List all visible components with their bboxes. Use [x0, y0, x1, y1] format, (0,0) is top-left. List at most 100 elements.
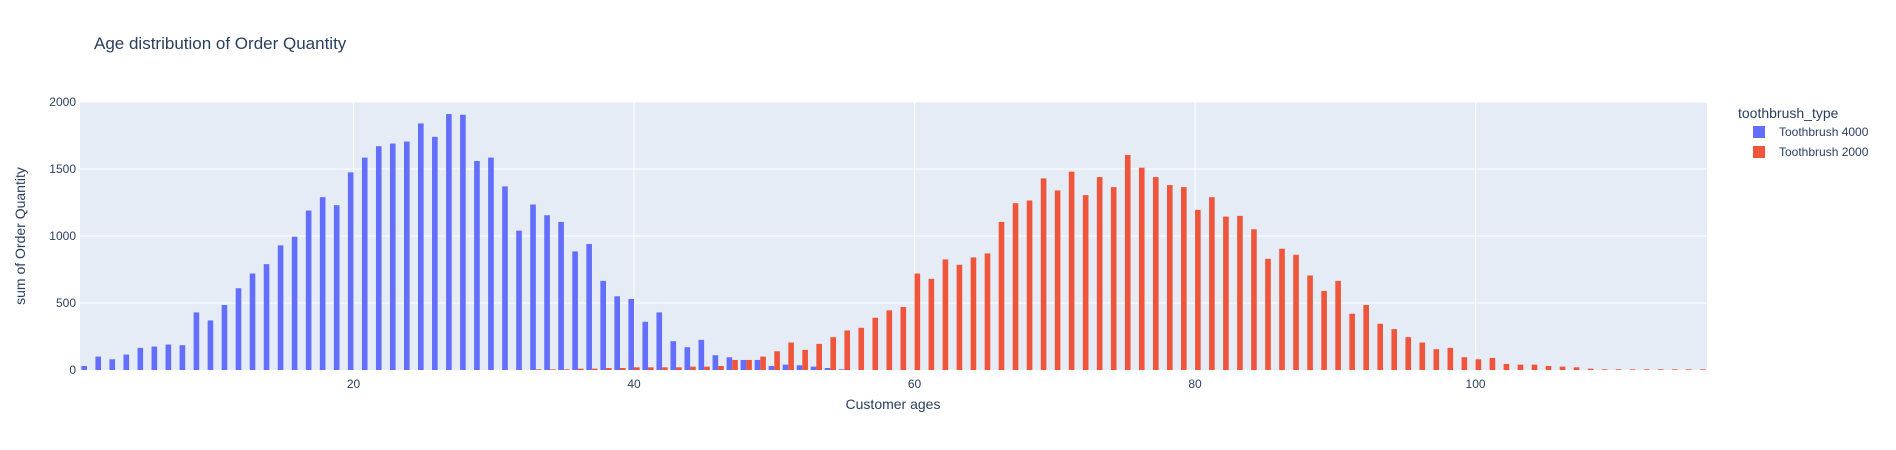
bar-toothbrush-4000[interactable]	[810, 366, 817, 370]
bar-toothbrush-4000[interactable]	[614, 296, 620, 370]
bar-toothbrush-2000[interactable]	[970, 257, 977, 370]
bar-toothbrush-2000[interactable]	[1195, 209, 1201, 370]
bar-toothbrush-2000[interactable]	[605, 367, 612, 370]
bar-toothbrush-2000[interactable]	[1657, 369, 1664, 370]
bar-toothbrush-2000[interactable]	[1517, 364, 1524, 370]
bar-toothbrush-4000[interactable]	[263, 264, 270, 370]
bar-toothbrush-4000[interactable]	[249, 273, 256, 370]
bar-toothbrush-4000[interactable]	[361, 157, 368, 370]
bar-toothbrush-2000[interactable]	[1349, 313, 1355, 370]
bar-toothbrush-4000[interactable]	[726, 357, 733, 370]
bar-toothbrush-2000[interactable]	[1335, 280, 1341, 370]
bar-toothbrush-2000[interactable]	[844, 330, 851, 370]
bar-toothbrush-2000[interactable]	[1377, 323, 1383, 370]
bar-toothbrush-2000[interactable]	[1629, 369, 1636, 370]
bar-toothbrush-4000[interactable]	[488, 157, 494, 370]
bar-toothbrush-4000[interactable]	[375, 146, 382, 370]
bar-toothbrush-4000[interactable]	[754, 359, 761, 370]
bar-toothbrush-4000[interactable]	[460, 114, 466, 370]
bar-toothbrush-2000[interactable]	[718, 365, 724, 370]
bar-toothbrush-2000[interactable]	[1096, 177, 1103, 370]
bar-toothbrush-4000[interactable]	[81, 365, 88, 370]
bar-toothbrush-4000[interactable]	[782, 364, 789, 370]
bar-toothbrush-4000[interactable]	[670, 341, 677, 370]
bar-toothbrush-2000[interactable]	[1601, 369, 1608, 370]
bar-toothbrush-4000[interactable]	[558, 221, 564, 370]
bar-toothbrush-2000[interactable]	[1251, 229, 1257, 370]
bar-toothbrush-4000[interactable]	[95, 356, 102, 370]
bar-toothbrush-4000[interactable]	[474, 160, 480, 370]
bar-toothbrush-2000[interactable]	[900, 307, 907, 370]
bar-toothbrush-2000[interactable]	[1082, 195, 1089, 370]
bar-toothbrush-4000[interactable]	[796, 365, 803, 370]
bar-toothbrush-4000[interactable]	[432, 136, 438, 370]
bar-toothbrush-4000[interactable]	[824, 367, 831, 370]
bar-toothbrush-4000[interactable]	[516, 230, 522, 370]
bar-toothbrush-4000[interactable]	[530, 204, 536, 370]
bar-toothbrush-2000[interactable]	[872, 317, 879, 370]
bar-toothbrush-2000[interactable]	[1237, 215, 1243, 370]
bar-toothbrush-4000[interactable]	[544, 215, 550, 370]
bar-toothbrush-2000[interactable]	[942, 259, 949, 370]
bar-toothbrush-2000[interactable]	[1040, 178, 1047, 370]
bar-toothbrush-2000[interactable]	[1054, 190, 1061, 370]
bar-toothbrush-4000[interactable]	[572, 251, 578, 370]
bar-toothbrush-2000[interactable]	[648, 367, 654, 370]
bar-toothbrush-2000[interactable]	[662, 367, 668, 370]
bar-toothbrush-2000[interactable]	[535, 369, 542, 370]
bar-toothbrush-4000[interactable]	[684, 347, 691, 370]
bar-toothbrush-4000[interactable]	[768, 365, 775, 370]
bar-toothbrush-4000[interactable]	[418, 123, 424, 370]
bar-toothbrush-4000[interactable]	[109, 359, 116, 370]
bar-toothbrush-2000[interactable]	[1419, 342, 1426, 370]
bar-toothbrush-4000[interactable]	[389, 143, 396, 370]
bar-toothbrush-2000[interactable]	[1447, 347, 1454, 370]
bar-toothbrush-2000[interactable]	[1391, 329, 1398, 370]
bar-toothbrush-2000[interactable]	[591, 368, 598, 370]
bar-toothbrush-2000[interactable]	[1559, 366, 1566, 370]
bar-toothbrush-2000[interactable]	[1167, 185, 1173, 370]
bar-toothbrush-2000[interactable]	[1363, 305, 1369, 370]
bar-toothbrush-2000[interactable]	[1321, 290, 1327, 370]
bar-toothbrush-2000[interactable]	[563, 369, 570, 370]
bar-toothbrush-2000[interactable]	[1503, 363, 1510, 370]
bar-toothbrush-2000[interactable]	[1181, 187, 1187, 370]
bar-toothbrush-2000[interactable]	[1573, 367, 1580, 370]
bar-toothbrush-2000[interactable]	[1475, 359, 1482, 370]
bar-toothbrush-2000[interactable]	[760, 356, 766, 370]
bar-toothbrush-2000[interactable]	[928, 278, 935, 370]
bar-toothbrush-4000[interactable]	[123, 354, 130, 370]
bar-toothbrush-4000[interactable]	[333, 205, 340, 370]
bar-toothbrush-4000[interactable]	[642, 321, 649, 370]
bar-toothbrush-4000[interactable]	[347, 172, 354, 370]
bar-toothbrush-2000[interactable]	[1265, 258, 1271, 370]
bar-toothbrush-4000[interactable]	[319, 197, 326, 370]
legend-label-toothbrush-4000[interactable]: Toothbrush 4000	[1779, 125, 1869, 139]
bar-toothbrush-2000[interactable]	[1405, 337, 1412, 370]
bar-toothbrush-2000[interactable]	[1685, 369, 1692, 370]
bar-toothbrush-2000[interactable]	[1124, 154, 1131, 370]
bar-toothbrush-4000[interactable]	[446, 114, 452, 370]
bar-toothbrush-2000[interactable]	[690, 366, 696, 370]
bar-toothbrush-2000[interactable]	[676, 367, 682, 370]
bar-toothbrush-2000[interactable]	[1209, 197, 1215, 370]
bar-toothbrush-2000[interactable]	[1531, 364, 1538, 370]
bar-toothbrush-4000[interactable]	[712, 355, 719, 370]
bar-toothbrush-2000[interactable]	[774, 351, 780, 370]
bar-toothbrush-4000[interactable]	[277, 245, 284, 370]
bar-toothbrush-2000[interactable]	[732, 359, 738, 370]
bar-toothbrush-2000[interactable]	[830, 337, 836, 370]
bar-toothbrush-2000[interactable]	[1671, 369, 1678, 370]
bar-toothbrush-4000[interactable]	[404, 141, 410, 370]
bar-toothbrush-2000[interactable]	[1026, 200, 1033, 370]
bar-toothbrush-2000[interactable]	[1615, 369, 1622, 370]
bar-toothbrush-4000[interactable]	[628, 298, 635, 370]
bar-toothbrush-2000[interactable]	[788, 342, 794, 370]
bar-toothbrush-2000[interactable]	[1138, 167, 1145, 370]
bar-toothbrush-2000[interactable]	[746, 359, 752, 370]
bar-toothbrush-2000[interactable]	[1545, 365, 1552, 370]
bar-toothbrush-2000[interactable]	[1643, 369, 1650, 370]
bar-toothbrush-4000[interactable]	[179, 345, 186, 370]
bar-toothbrush-2000[interactable]	[858, 327, 865, 370]
bar-toothbrush-2000[interactable]	[1433, 349, 1440, 370]
